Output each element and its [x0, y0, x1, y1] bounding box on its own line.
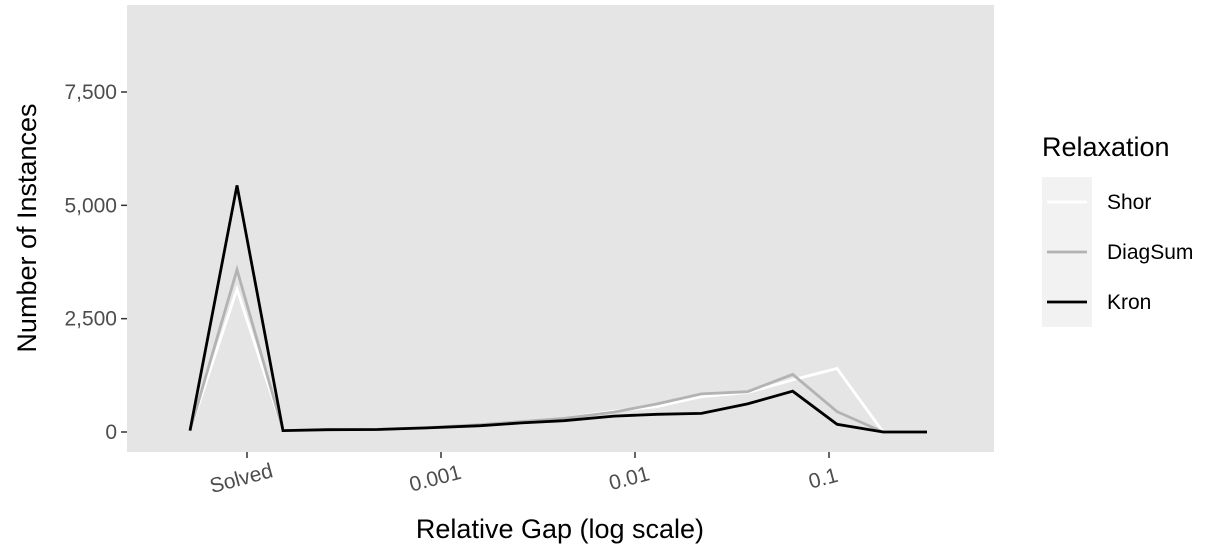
- legend-label-diagsum: DiagSum: [1107, 241, 1193, 264]
- legend: Relaxation Shor DiagSum Kron: [1042, 132, 1193, 327]
- y-axis: 0 2,500 5,000 7,500: [64, 81, 127, 444]
- x-axis: Solved 0.001 0.01 0.1: [207, 452, 840, 498]
- legend-title: Relaxation: [1042, 132, 1170, 162]
- y-tick-label: 5,000: [64, 194, 117, 217]
- y-axis-title: Number of Instances: [12, 103, 42, 352]
- y-tick-label: 2,500: [64, 308, 117, 331]
- series-lines: [188, 185, 927, 434]
- x-axis-title: Relative Gap (log scale): [416, 514, 704, 544]
- x-tick-label: Solved: [207, 459, 275, 498]
- plot-panel: [127, 5, 994, 452]
- y-tick-label: 0: [105, 421, 117, 444]
- x-tick-label: 0.001: [407, 461, 464, 497]
- legend-label-kron: Kron: [1107, 291, 1151, 314]
- y-tick-label: 7,500: [64, 81, 117, 104]
- series-line-kron: [188, 185, 927, 434]
- legend-label-shor: Shor: [1107, 191, 1151, 214]
- x-tick-label: 0.01: [607, 462, 652, 495]
- x-tick-label: 0.1: [806, 464, 840, 494]
